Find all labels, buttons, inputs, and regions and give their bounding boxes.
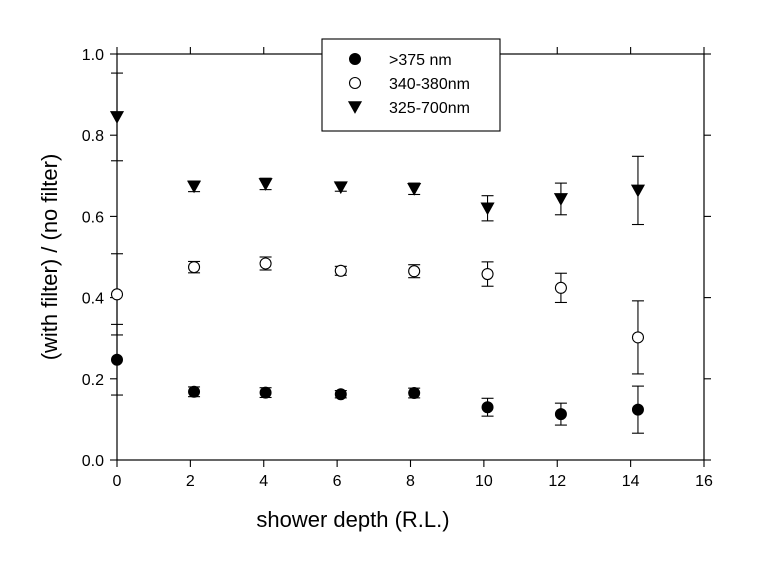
data-point (554, 408, 567, 421)
data-point (407, 183, 422, 196)
data-point (111, 353, 123, 366)
data-point (408, 265, 421, 278)
series-0 (111, 323, 644, 434)
data-point (334, 388, 347, 401)
series-1 (110, 253, 645, 375)
x-tick-label: 8 (406, 473, 415, 490)
legend-marker (347, 101, 363, 114)
data-point (109, 111, 125, 124)
y-tick-label: 0.8 (82, 128, 104, 145)
x-tick-label: 2 (186, 473, 195, 490)
y-tick-label: 0.0 (82, 453, 104, 470)
legend-marker (348, 76, 362, 90)
x-tick-label: 10 (475, 473, 493, 490)
y-tick-label: 0.6 (82, 209, 104, 226)
legend: >375 nm 340-380nm 325-700nm (321, 38, 501, 132)
data-point (554, 281, 567, 294)
data-point (333, 181, 348, 195)
data-point (187, 261, 201, 274)
y-axis-ticks: 0.0 0.2 0.4 0.6 0.8 1.0 (82, 47, 711, 470)
legend-label: 340-380nm (389, 76, 470, 93)
data-point (631, 403, 644, 416)
legend-marker (349, 53, 361, 65)
y-tick-label: 0.2 (82, 372, 104, 389)
data-point (259, 386, 272, 399)
data-point (481, 268, 494, 281)
x-axis-title: shower depth (R.L.) (256, 507, 449, 532)
data-point (259, 257, 272, 270)
x-tick-label: 16 (695, 473, 713, 490)
data-point (408, 387, 421, 400)
data-point (334, 264, 347, 277)
data-point (258, 178, 273, 191)
series-2 (109, 72, 646, 226)
data-point (553, 193, 568, 206)
x-tick-label: 0 (113, 473, 122, 490)
legend-label: 325-700nm (389, 100, 470, 117)
x-tick-label: 14 (622, 473, 640, 490)
data-point (631, 331, 645, 344)
y-tick-label: 1.0 (82, 47, 104, 64)
data-point (188, 385, 201, 398)
legend-label: >375 nm (389, 52, 452, 69)
data-point (186, 180, 202, 194)
data-point (630, 184, 646, 198)
data-point (480, 202, 495, 216)
data-point (110, 288, 124, 301)
x-tick-label: 6 (333, 473, 342, 490)
series-layer (109, 72, 646, 434)
x-tick-label: 4 (259, 473, 268, 490)
x-tick-label: 12 (548, 473, 566, 490)
y-axis-title: (with filter) / (no filter) (37, 154, 62, 361)
y-tick-label: 0.4 (82, 291, 104, 308)
data-point (481, 401, 494, 414)
